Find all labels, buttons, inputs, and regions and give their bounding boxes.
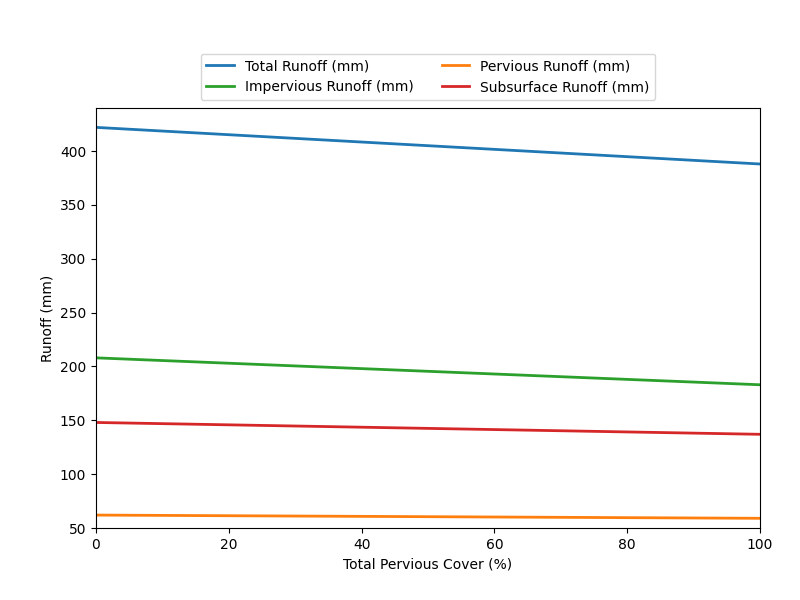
Impervious Runoff (mm): [755, 381, 765, 388]
Line: Subsurface Runoff (mm): Subsurface Runoff (mm): [96, 422, 760, 434]
Impervious Runoff (mm): [94, 355, 103, 362]
Impervious Runoff (mm): [693, 379, 702, 386]
Line: Pervious Runoff (mm): Pervious Runoff (mm): [96, 515, 760, 518]
Pervious Runoff (mm): [91, 511, 101, 518]
Pervious Runoff (mm): [486, 514, 496, 521]
Line: Impervious Runoff (mm): Impervious Runoff (mm): [96, 358, 760, 385]
Pervious Runoff (mm): [693, 514, 702, 521]
Total Runoff (mm): [484, 145, 494, 152]
Subsurface Runoff (mm): [91, 419, 101, 426]
Total Runoff (mm): [755, 160, 765, 167]
Total Runoff (mm): [651, 155, 661, 162]
Pervious Runoff (mm): [498, 514, 507, 521]
Subsurface Runoff (mm): [484, 426, 494, 433]
Impervious Runoff (mm): [651, 377, 661, 384]
Pervious Runoff (mm): [94, 511, 103, 518]
Subsurface Runoff (mm): [693, 430, 702, 437]
Impervious Runoff (mm): [486, 370, 496, 377]
Pervious Runoff (mm): [755, 515, 765, 522]
Y-axis label: Runoff (mm): Runoff (mm): [40, 274, 54, 362]
Legend: Total Runoff (mm), Impervious Runoff (mm), Pervious Runoff (mm), Subsurface Runo: Total Runoff (mm), Impervious Runoff (mm…: [201, 53, 655, 100]
Total Runoff (mm): [91, 124, 101, 131]
Total Runoff (mm): [486, 146, 496, 153]
Subsurface Runoff (mm): [486, 426, 496, 433]
Impervious Runoff (mm): [91, 354, 101, 361]
Pervious Runoff (mm): [651, 514, 661, 521]
Line: Total Runoff (mm): Total Runoff (mm): [96, 127, 760, 164]
Impervious Runoff (mm): [498, 371, 507, 378]
Subsurface Runoff (mm): [94, 419, 103, 426]
Subsurface Runoff (mm): [755, 431, 765, 438]
Impervious Runoff (mm): [484, 370, 494, 377]
Subsurface Runoff (mm): [651, 429, 661, 436]
Total Runoff (mm): [693, 157, 702, 164]
Subsurface Runoff (mm): [498, 426, 507, 433]
Total Runoff (mm): [498, 146, 507, 154]
Pervious Runoff (mm): [484, 514, 494, 521]
X-axis label: Total Pervious Cover (%): Total Pervious Cover (%): [343, 557, 513, 571]
Total Runoff (mm): [94, 124, 103, 131]
